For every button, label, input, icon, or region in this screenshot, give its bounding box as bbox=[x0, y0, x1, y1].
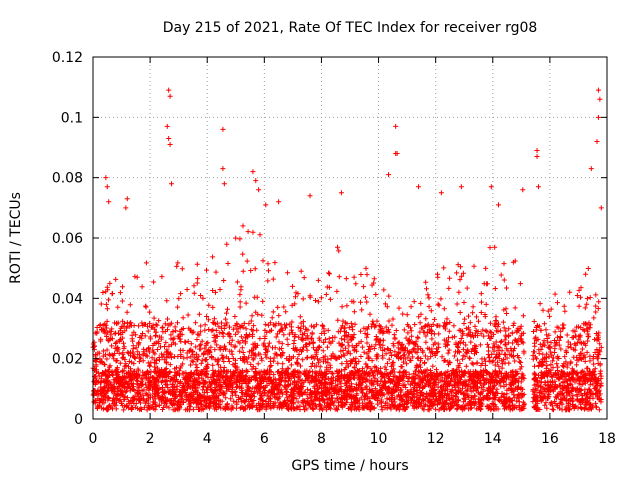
axis-ticks: 0 2 4 6 8 10 12 14 16 18 0 0.02 0.04 0.06 0.08 0.1 0.12 bbox=[52, 50, 616, 447]
data-point-spike bbox=[167, 93, 173, 99]
data-point-spike bbox=[535, 184, 541, 190]
x-tick-label: 18 bbox=[598, 431, 616, 447]
data-point-spike bbox=[588, 166, 594, 172]
data-point-spike bbox=[495, 202, 501, 208]
x-tick-label: 8 bbox=[317, 431, 326, 447]
y-tick-label: 0.1 bbox=[61, 110, 83, 126]
y-tick-label: 0.12 bbox=[52, 50, 83, 66]
x-tick-label: 2 bbox=[146, 431, 155, 447]
data-point-spike bbox=[167, 141, 173, 147]
data-point-spike bbox=[416, 184, 422, 190]
data-point-spike bbox=[106, 199, 112, 205]
data-points bbox=[90, 87, 604, 413]
data-point-spike bbox=[253, 178, 259, 184]
grid-lines bbox=[93, 57, 607, 419]
data-point-spike bbox=[594, 138, 600, 144]
data-point-spike bbox=[166, 87, 172, 93]
y-tick-label: 0.04 bbox=[52, 291, 83, 307]
data-point-spike bbox=[123, 205, 129, 211]
data-point-spike bbox=[164, 123, 170, 129]
data-point-spike bbox=[595, 114, 601, 120]
data-point-spike bbox=[104, 184, 110, 190]
x-tick-label: 0 bbox=[89, 431, 98, 447]
y-tick-label: 0.02 bbox=[52, 352, 83, 368]
data-point-spike bbox=[221, 181, 227, 187]
data-point-spike bbox=[488, 184, 494, 190]
x-tick-label: 16 bbox=[541, 431, 559, 447]
data-point-spike bbox=[595, 87, 601, 93]
data-point-spike bbox=[124, 196, 130, 202]
data-point-spike bbox=[597, 96, 603, 102]
x-tick-label: 14 bbox=[484, 431, 502, 447]
data-point-spike bbox=[534, 154, 540, 160]
data-point-spike bbox=[276, 199, 282, 205]
data-point-spike bbox=[393, 123, 399, 129]
data-point-spike bbox=[166, 135, 172, 141]
x-tick-label: 10 bbox=[370, 431, 388, 447]
data-point-spike bbox=[394, 151, 400, 157]
data-point-spike bbox=[256, 187, 262, 193]
data-point-spike bbox=[520, 187, 526, 193]
y-tick-label: 0 bbox=[74, 412, 83, 428]
data-point-spike bbox=[598, 205, 604, 211]
data-point-spike bbox=[386, 172, 392, 178]
x-tick-label: 6 bbox=[260, 431, 269, 447]
data-point-spike bbox=[307, 193, 313, 199]
y-tick-label: 0.08 bbox=[52, 171, 83, 187]
data-point-spike bbox=[438, 190, 444, 196]
x-tick-label: 12 bbox=[427, 431, 445, 447]
data-point-spike bbox=[220, 126, 226, 132]
data-point-spike bbox=[338, 190, 344, 196]
y-axis-label: ROTI / TECUs bbox=[8, 192, 24, 284]
data-point-spike bbox=[103, 175, 109, 181]
data-point-cloud bbox=[90, 223, 604, 413]
data-point-spike bbox=[220, 166, 226, 172]
data-point-spike bbox=[263, 202, 269, 208]
x-tick-label: 4 bbox=[203, 431, 212, 447]
y-tick-label: 0.06 bbox=[52, 231, 83, 247]
chart-title: Day 215 of 2021, Rate Of TEC Index for r… bbox=[163, 20, 538, 36]
data-point-spike bbox=[169, 181, 175, 187]
x-axis-label: GPS time / hours bbox=[291, 458, 408, 474]
data-point-spike bbox=[458, 184, 464, 190]
data-point-spike bbox=[250, 169, 256, 175]
data-point-spike bbox=[534, 148, 540, 154]
